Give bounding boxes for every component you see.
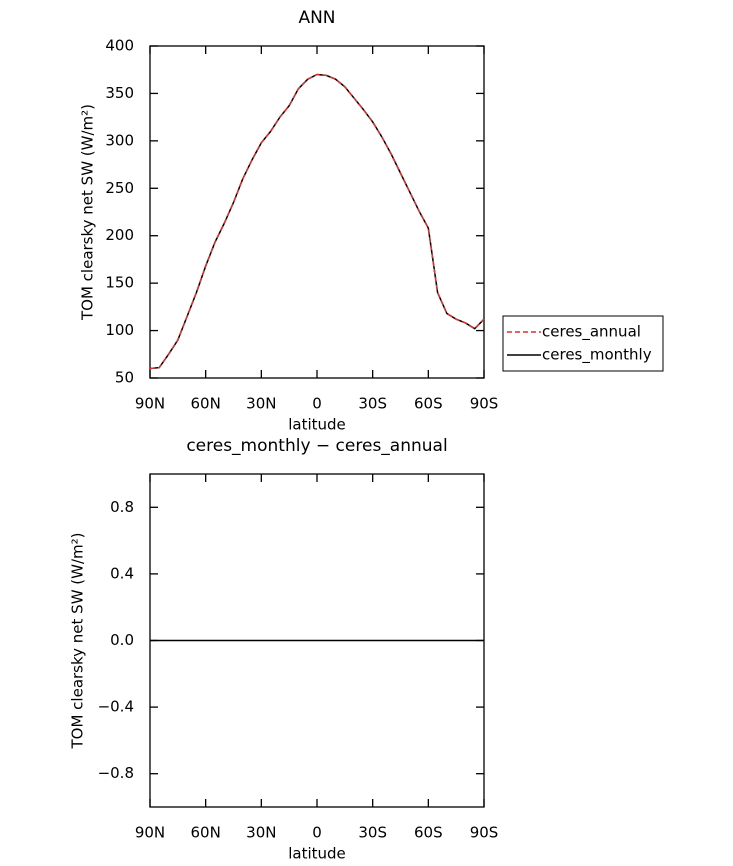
x-axis-label: latitude <box>288 845 346 863</box>
x-tick-label: 90S <box>470 395 499 413</box>
x-tick-label: 30S <box>358 395 387 413</box>
x-tick-label: 90S <box>470 824 499 842</box>
y-tick-label: 0.4 <box>110 564 134 582</box>
x-tick-label: 90N <box>135 824 165 842</box>
y-tick-label: 0.8 <box>110 498 134 516</box>
y-axis-label: TOM clearsky net SW (W/m²) <box>79 104 97 321</box>
x-tick-label: 60S <box>414 395 443 413</box>
x-axis-label: latitude <box>288 416 346 434</box>
legend-label: ceres_monthly <box>542 346 652 365</box>
data-line <box>149 73 485 370</box>
y-tick-label: 400 <box>105 37 134 55</box>
legend-box <box>502 315 664 372</box>
y-tick-label: 150 <box>105 274 134 292</box>
plot-frame <box>149 45 485 379</box>
x-tick-label: 60N <box>191 395 221 413</box>
chart-title: ANN <box>298 8 335 28</box>
x-tick-label: 30S <box>358 824 387 842</box>
x-tick-label: 0 <box>312 824 322 842</box>
y-tick-label: 300 <box>105 131 134 149</box>
x-tick-label: 0 <box>312 395 322 413</box>
y-tick-label: 200 <box>105 226 134 244</box>
data-line <box>149 73 485 370</box>
y-tick-label: −0.8 <box>98 764 134 782</box>
x-tick-label: 90N <box>135 395 165 413</box>
x-tick-label: 60S <box>414 824 443 842</box>
y-tick-label: 50 <box>115 369 134 387</box>
y-tick-label: 0.0 <box>110 631 134 649</box>
y-axis-label: TOM clearsky net SW (W/m²) <box>69 532 87 749</box>
x-tick-label: 30N <box>246 824 276 842</box>
y-tick-label: 250 <box>105 179 134 197</box>
y-tick-label: −0.4 <box>98 698 134 716</box>
chart-title: ceres_monthly − ceres_annual <box>186 436 447 456</box>
y-tick-label: 100 <box>105 321 134 339</box>
legend-label: ceres_annual <box>542 323 641 342</box>
y-tick-label: 350 <box>105 84 134 102</box>
x-tick-label: 60N <box>191 824 221 842</box>
x-tick-label: 30N <box>246 395 276 413</box>
